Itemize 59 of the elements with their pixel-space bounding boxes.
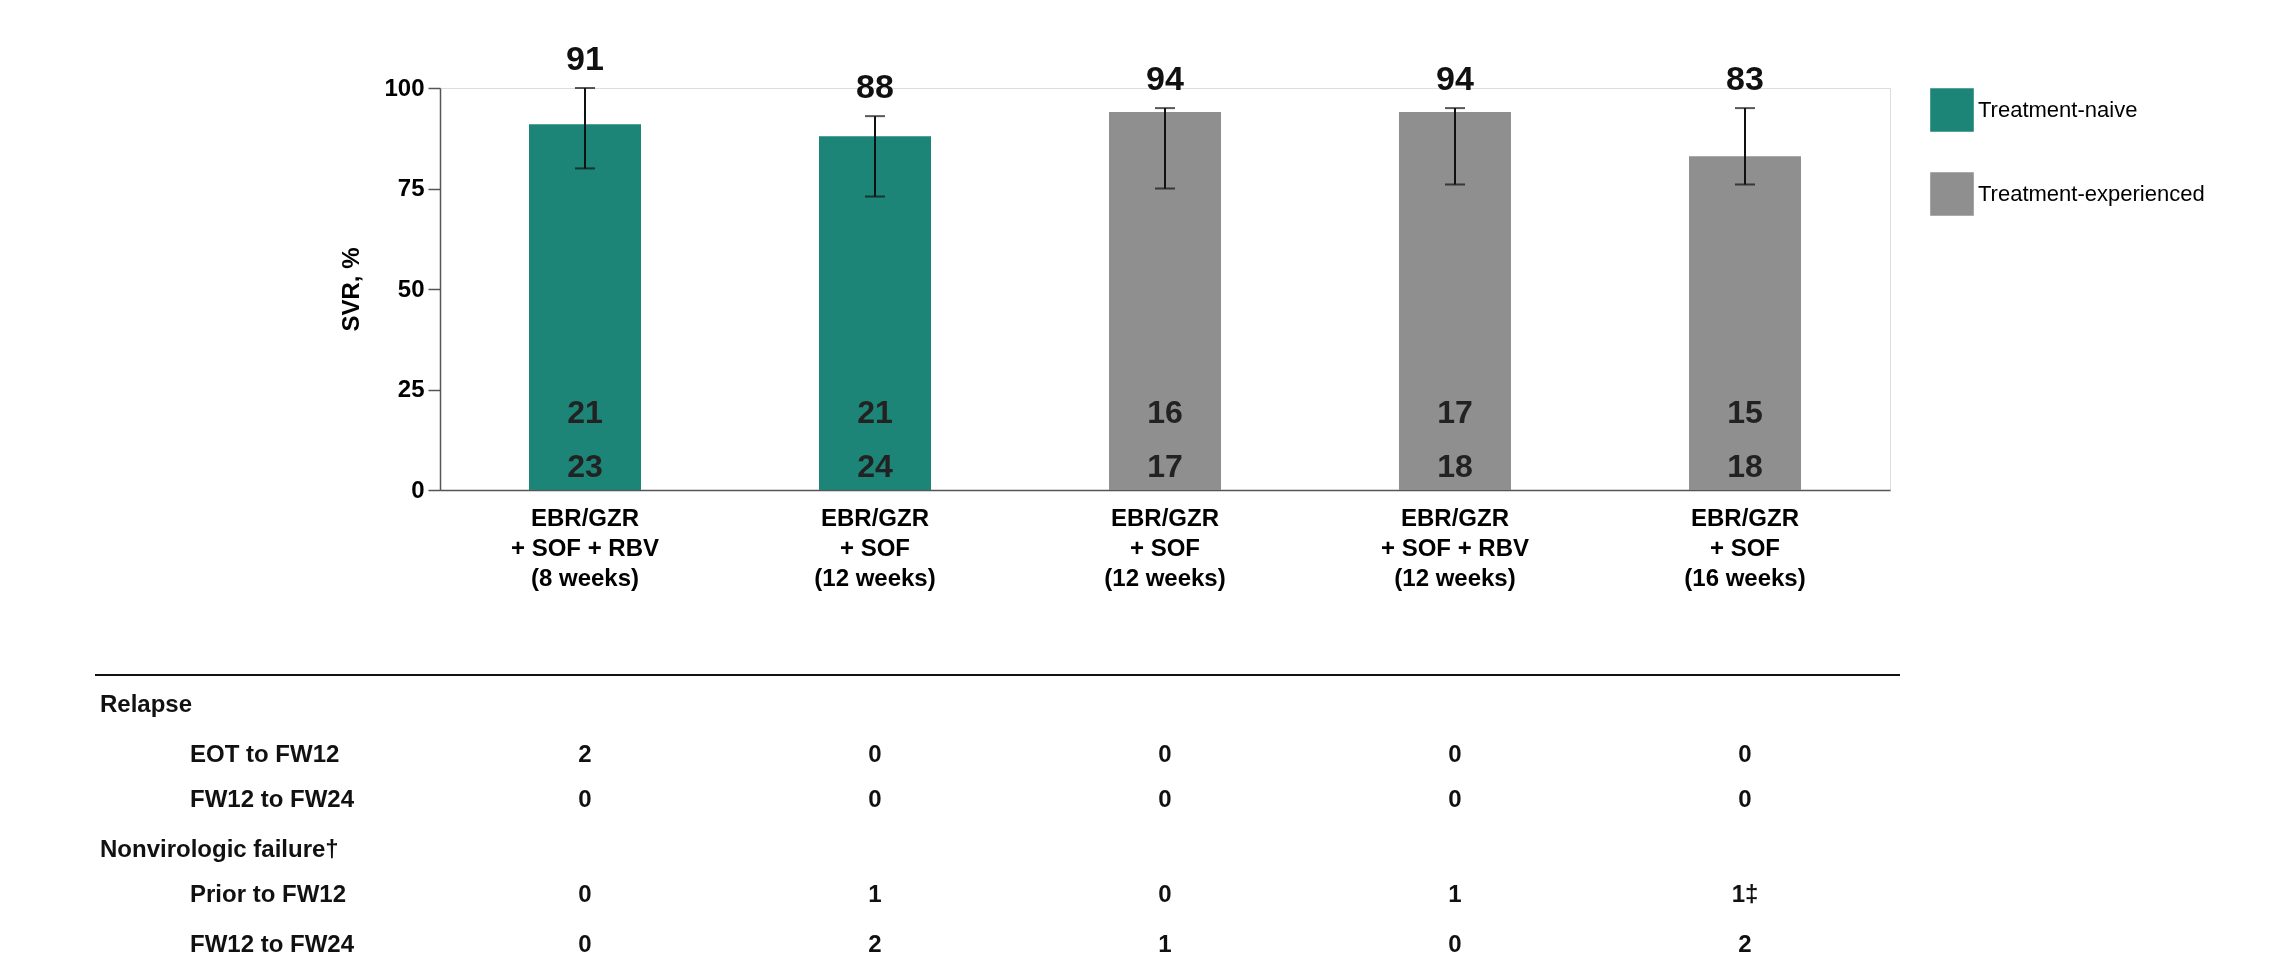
- bar: [819, 136, 931, 490]
- text: 0: [578, 880, 592, 907]
- text: 0: [1158, 785, 1172, 812]
- annotation: 24: [857, 448, 893, 484]
- text: 0: [1738, 785, 1752, 812]
- annotation: 21: [567, 394, 603, 430]
- text: EOT to FW12: [190, 740, 340, 767]
- y-tick-label: 75: [397, 174, 425, 201]
- data-label: 88: [856, 67, 894, 106]
- text: 2: [1738, 930, 1752, 957]
- text: 1: [1448, 880, 1462, 907]
- annotation: 17: [1147, 448, 1183, 484]
- text: FW12 to FW24: [190, 930, 355, 957]
- x-tick-label: EBR/GZR + SOF (12 weeks): [1104, 503, 1226, 591]
- data-label: 91: [566, 39, 604, 77]
- legend-label: Treatment-experienced: [1978, 181, 2205, 206]
- bar: [529, 124, 641, 490]
- text: 1: [868, 880, 882, 907]
- annotation: 23: [567, 448, 603, 484]
- data-label: 83: [1726, 59, 1764, 98]
- text: 0: [1158, 740, 1172, 767]
- text: 1: [1158, 930, 1172, 957]
- legend-label: Treatment-naive: [1978, 97, 2138, 122]
- text: 0: [868, 785, 882, 812]
- text: 0: [1448, 740, 1462, 767]
- y-tick-label: 50: [397, 274, 425, 302]
- annotation: 16: [1147, 394, 1183, 430]
- x-tick-label: EBR/GZR + SOF + RBV (12 weeks): [1380, 503, 1530, 591]
- text: 0: [868, 740, 882, 767]
- text: FW12 to FW24: [190, 785, 355, 812]
- text: 0: [1448, 930, 1462, 957]
- bar: [1109, 112, 1221, 490]
- y-tick-label: 25: [397, 375, 425, 402]
- text: Nonvirologic failure†: [100, 835, 339, 862]
- y-tick-label: 100: [384, 73, 425, 101]
- data-label: 94: [1146, 59, 1184, 98]
- text: 1‡: [1731, 880, 1759, 907]
- text: 0: [1158, 880, 1172, 907]
- data-label: 94: [1436, 59, 1474, 98]
- text: 0: [1448, 785, 1462, 812]
- text: Relapse: [100, 690, 193, 717]
- bar: [1399, 112, 1511, 490]
- annotation: 17: [1437, 394, 1473, 430]
- annotation: 18: [1437, 448, 1473, 484]
- y-tick-label: 0: [411, 475, 425, 503]
- y-axis-title: SVR, %: [337, 247, 365, 332]
- annotation: 18: [1727, 448, 1763, 484]
- text: Prior to FW12: [190, 880, 347, 907]
- text: 0: [578, 930, 592, 957]
- annotation: 15: [1727, 394, 1763, 430]
- text: 2: [868, 930, 882, 957]
- bar: [1689, 156, 1801, 490]
- x-tick-label: EBR/GZR + SOF (16 weeks): [1684, 503, 1806, 591]
- text: 0: [1738, 740, 1752, 767]
- text: 0: [578, 785, 592, 812]
- annotation: 21: [857, 394, 893, 430]
- x-tick-label: EBR/GZR + SOF (12 weeks): [814, 503, 936, 591]
- text: 2: [578, 740, 592, 767]
- x-tick-label: EBR/GZR + SOF + RBV (8 weeks): [510, 503, 660, 591]
